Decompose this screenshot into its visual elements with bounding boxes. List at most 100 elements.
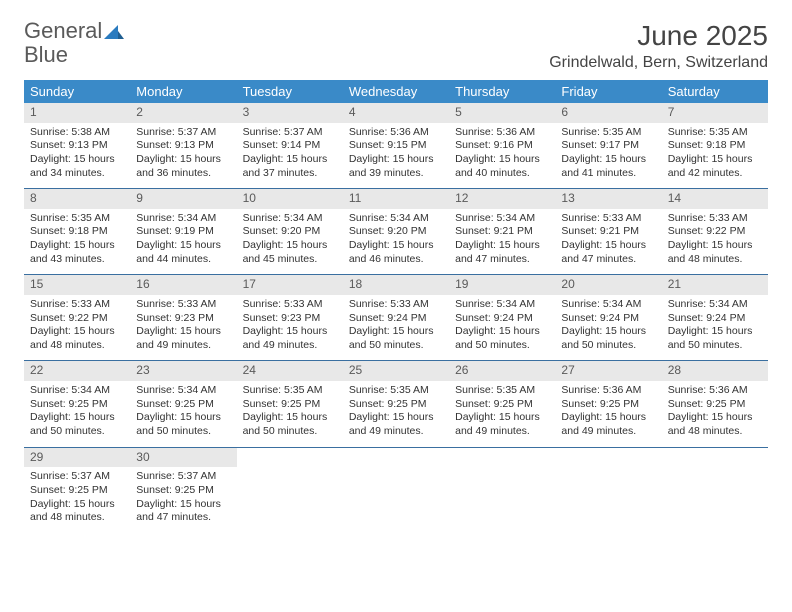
sunrise-line: Sunrise: 5:35 AM [30,212,124,226]
calendar-cell: 5Sunrise: 5:36 AMSunset: 9:16 PMDaylight… [449,103,555,189]
sunset-line: Sunset: 9:24 PM [561,312,655,326]
day-number: 8 [24,189,130,209]
sunset-line: Sunset: 9:13 PM [30,139,124,153]
weekday-header: Sunday [24,80,130,103]
calendar-cell [449,447,555,533]
sunrise-line: Sunrise: 5:34 AM [136,212,230,226]
daylight-line: Daylight: 15 hours and 49 minutes. [349,411,443,438]
location: Grindelwald, Bern, Switzerland [549,54,768,72]
sunrise-line: Sunrise: 5:34 AM [243,212,337,226]
sunset-line: Sunset: 9:18 PM [30,225,124,239]
sunset-line: Sunset: 9:25 PM [136,484,230,498]
sunrise-line: Sunrise: 5:33 AM [30,298,124,312]
day-number: 7 [662,103,768,123]
day-number: 21 [662,275,768,295]
daylight-line: Daylight: 15 hours and 43 minutes. [30,239,124,266]
day-body: Sunrise: 5:33 AMSunset: 9:21 PMDaylight:… [555,209,661,275]
sunset-line: Sunset: 9:17 PM [561,139,655,153]
calendar-cell: 8Sunrise: 5:35 AMSunset: 9:18 PMDaylight… [24,189,130,275]
daylight-line: Daylight: 15 hours and 47 minutes. [455,239,549,266]
daylight-line: Daylight: 15 hours and 50 minutes. [30,411,124,438]
weekday-header: Tuesday [237,80,343,103]
day-number: 13 [555,189,661,209]
sunset-line: Sunset: 9:20 PM [243,225,337,239]
sunrise-line: Sunrise: 5:34 AM [30,384,124,398]
daylight-line: Daylight: 15 hours and 50 minutes. [668,325,762,352]
daylight-line: Daylight: 15 hours and 49 minutes. [561,411,655,438]
sunset-line: Sunset: 9:25 PM [455,398,549,412]
title-block: June 2025 Grindelwald, Bern, Switzerland [549,20,768,72]
day-number: 14 [662,189,768,209]
calendar-cell: 2Sunrise: 5:37 AMSunset: 9:13 PMDaylight… [130,103,236,189]
sunrise-line: Sunrise: 5:37 AM [136,470,230,484]
calendar-cell: 24Sunrise: 5:35 AMSunset: 9:25 PMDayligh… [237,361,343,447]
day-number: 1 [24,103,130,123]
calendar-cell: 4Sunrise: 5:36 AMSunset: 9:15 PMDaylight… [343,103,449,189]
day-body: Sunrise: 5:33 AMSunset: 9:23 PMDaylight:… [237,295,343,361]
calendar-row: 8Sunrise: 5:35 AMSunset: 9:18 PMDaylight… [24,189,768,275]
sunrise-line: Sunrise: 5:38 AM [30,126,124,140]
sunset-line: Sunset: 9:19 PM [136,225,230,239]
sunrise-line: Sunrise: 5:33 AM [243,298,337,312]
calendar-cell: 22Sunrise: 5:34 AMSunset: 9:25 PMDayligh… [24,361,130,447]
day-body: Sunrise: 5:34 AMSunset: 9:24 PMDaylight:… [449,295,555,361]
day-body: Sunrise: 5:35 AMSunset: 9:18 PMDaylight:… [24,209,130,275]
day-body: Sunrise: 5:33 AMSunset: 9:24 PMDaylight:… [343,295,449,361]
day-body: Sunrise: 5:35 AMSunset: 9:25 PMDaylight:… [449,381,555,447]
day-body: Sunrise: 5:34 AMSunset: 9:25 PMDaylight:… [130,381,236,447]
sunrise-line: Sunrise: 5:35 AM [455,384,549,398]
calendar-cell [555,447,661,533]
sunrise-line: Sunrise: 5:37 AM [30,470,124,484]
daylight-line: Daylight: 15 hours and 50 minutes. [136,411,230,438]
calendar-cell: 3Sunrise: 5:37 AMSunset: 9:14 PMDaylight… [237,103,343,189]
calendar-cell: 13Sunrise: 5:33 AMSunset: 9:21 PMDayligh… [555,189,661,275]
day-number: 27 [555,361,661,381]
sunset-line: Sunset: 9:21 PM [561,225,655,239]
day-number: 30 [130,448,236,468]
weekday-header: Wednesday [343,80,449,103]
calendar-cell: 18Sunrise: 5:33 AMSunset: 9:24 PMDayligh… [343,275,449,361]
calendar-row: 1Sunrise: 5:38 AMSunset: 9:13 PMDaylight… [24,103,768,189]
sunset-line: Sunset: 9:23 PM [136,312,230,326]
day-body: Sunrise: 5:34 AMSunset: 9:21 PMDaylight:… [449,209,555,275]
sunset-line: Sunset: 9:16 PM [455,139,549,153]
day-number: 20 [555,275,661,295]
daylight-line: Daylight: 15 hours and 34 minutes. [30,153,124,180]
daylight-line: Daylight: 15 hours and 50 minutes. [455,325,549,352]
day-number: 29 [24,448,130,468]
day-number: 9 [130,189,236,209]
day-body: Sunrise: 5:36 AMSunset: 9:25 PMDaylight:… [662,381,768,447]
daylight-line: Daylight: 15 hours and 50 minutes. [349,325,443,352]
day-body: Sunrise: 5:34 AMSunset: 9:24 PMDaylight:… [662,295,768,361]
day-number: 10 [237,189,343,209]
sunset-line: Sunset: 9:24 PM [668,312,762,326]
day-body: Sunrise: 5:35 AMSunset: 9:17 PMDaylight:… [555,123,661,189]
weekday-header-row: SundayMondayTuesdayWednesdayThursdayFrid… [24,80,768,103]
daylight-line: Daylight: 15 hours and 50 minutes. [561,325,655,352]
calendar-cell: 26Sunrise: 5:35 AMSunset: 9:25 PMDayligh… [449,361,555,447]
daylight-line: Daylight: 15 hours and 49 minutes. [243,325,337,352]
sunset-line: Sunset: 9:25 PM [668,398,762,412]
day-body: Sunrise: 5:35 AMSunset: 9:25 PMDaylight:… [343,381,449,447]
day-body: Sunrise: 5:37 AMSunset: 9:13 PMDaylight:… [130,123,236,189]
day-body: Sunrise: 5:37 AMSunset: 9:25 PMDaylight:… [130,467,236,533]
daylight-line: Daylight: 15 hours and 40 minutes. [455,153,549,180]
calendar-cell: 29Sunrise: 5:37 AMSunset: 9:25 PMDayligh… [24,447,130,533]
day-body: Sunrise: 5:34 AMSunset: 9:20 PMDaylight:… [237,209,343,275]
day-number: 11 [343,189,449,209]
sunset-line: Sunset: 9:20 PM [349,225,443,239]
sunrise-line: Sunrise: 5:34 AM [349,212,443,226]
daylight-line: Daylight: 15 hours and 39 minutes. [349,153,443,180]
calendar-cell: 10Sunrise: 5:34 AMSunset: 9:20 PMDayligh… [237,189,343,275]
sunset-line: Sunset: 9:25 PM [561,398,655,412]
daylight-line: Daylight: 15 hours and 37 minutes. [243,153,337,180]
calendar-cell: 28Sunrise: 5:36 AMSunset: 9:25 PMDayligh… [662,361,768,447]
month-title: June 2025 [549,20,768,52]
weekday-header: Friday [555,80,661,103]
day-body: Sunrise: 5:37 AMSunset: 9:25 PMDaylight:… [24,467,130,533]
day-number: 22 [24,361,130,381]
day-number: 3 [237,103,343,123]
sunset-line: Sunset: 9:24 PM [455,312,549,326]
day-number: 4 [343,103,449,123]
day-body: Sunrise: 5:36 AMSunset: 9:25 PMDaylight:… [555,381,661,447]
